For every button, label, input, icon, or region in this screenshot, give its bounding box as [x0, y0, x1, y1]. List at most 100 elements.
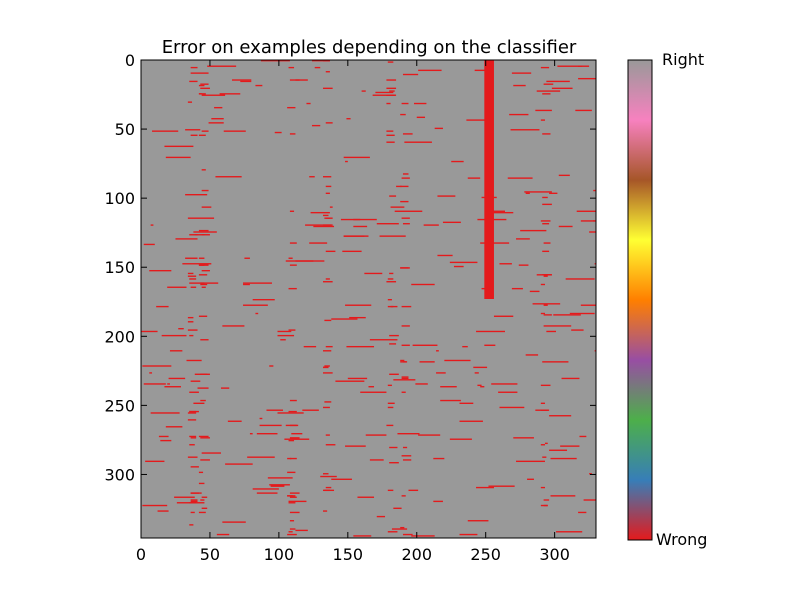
wrong-cell	[536, 90, 561, 92]
wrong-cell	[375, 91, 394, 94]
wrong-cell	[243, 304, 268, 306]
wrong-cell	[200, 399, 206, 402]
wrong-cell	[198, 482, 205, 485]
wrong-cell	[277, 412, 304, 414]
wrong-cell	[323, 214, 329, 217]
wrong-cell	[387, 531, 398, 533]
wrong-cell	[198, 435, 209, 438]
wrong-cell	[325, 345, 333, 348]
x-tick-label: 300	[539, 545, 570, 564]
wrong-cell	[190, 499, 198, 501]
wrong-cell	[480, 386, 485, 388]
wrong-cell	[389, 343, 397, 345]
wrong-cell	[524, 191, 552, 193]
wrong-cell	[244, 257, 250, 259]
wrong-cell	[437, 254, 453, 257]
wrong-cell	[558, 174, 570, 177]
wrong-cell	[390, 305, 398, 308]
wrong-cell	[255, 312, 259, 315]
wrong-cell	[167, 286, 187, 288]
wrong-cell	[287, 457, 292, 460]
wrong-cell	[476, 330, 505, 333]
x-tick-label: 50	[200, 545, 220, 564]
wrong-cell	[391, 528, 408, 530]
wrong-cell	[411, 535, 435, 537]
wrong-cell	[546, 330, 557, 333]
wrong-cell	[216, 533, 230, 536]
wrong-cell	[323, 224, 332, 226]
wrong-cell	[423, 224, 439, 226]
wrong-cell	[498, 391, 518, 393]
wrong-cell	[288, 287, 297, 290]
wrong-cell	[288, 329, 296, 331]
wrong-cell	[219, 93, 241, 95]
wrong-cell	[569, 312, 595, 315]
colorbar-label-right: Right	[662, 50, 704, 69]
wrong-cell	[444, 359, 471, 362]
wrong-cell	[466, 119, 490, 121]
wrong-cell	[208, 122, 224, 124]
wrong-cell	[277, 330, 292, 333]
wrong-cell	[389, 334, 399, 337]
wrong-cell	[349, 316, 366, 319]
wrong-cell	[323, 350, 332, 352]
y-tick-label: 100	[104, 189, 135, 208]
wrong-cell	[161, 334, 187, 337]
wrong-cell	[156, 305, 169, 308]
wrong-cell	[198, 134, 206, 136]
wrong-cell	[543, 275, 548, 277]
wrong-cell	[288, 502, 296, 504]
wrong-cell	[418, 434, 441, 436]
wrong-cell	[357, 496, 375, 498]
wrong-cell	[353, 225, 368, 228]
wrong-cell	[551, 87, 573, 90]
wrong-cell	[207, 65, 237, 67]
wrong-cell	[211, 118, 224, 120]
wrong-cell	[386, 130, 394, 132]
wrong-cell	[198, 229, 209, 232]
wrong-cell	[436, 350, 439, 352]
wrong-cell	[194, 373, 208, 375]
wrong-cell	[189, 282, 219, 284]
wrong-cell	[190, 466, 199, 468]
wrong-cell	[401, 305, 412, 308]
wrong-cell	[287, 471, 296, 474]
wrong-cell	[187, 316, 194, 319]
wrong-cell	[578, 77, 596, 80]
wrong-cell	[178, 328, 184, 330]
wrong-cell	[434, 127, 443, 130]
wrong-cell	[274, 131, 282, 134]
wrong-cell	[542, 93, 551, 95]
y-tick-label: 150	[104, 258, 135, 277]
wrong-cell	[214, 106, 223, 109]
wrong-cell	[201, 234, 210, 236]
wrong-cell	[222, 521, 246, 523]
wrong-cell	[542, 133, 551, 135]
wrong-cell	[323, 473, 329, 475]
wrong-cell	[325, 444, 336, 446]
wrong-cell	[311, 60, 330, 62]
wrong-cell	[544, 442, 548, 445]
wrong-cell	[419, 361, 435, 363]
wrong-cell	[189, 435, 197, 438]
wrong-cell	[143, 383, 166, 385]
wrong-cell	[540, 486, 545, 489]
wrong-cell	[256, 492, 278, 494]
wrong-cell	[593, 220, 596, 222]
wrong-cell	[387, 305, 394, 308]
wrong-cell	[168, 377, 186, 380]
wrong-cell	[557, 65, 583, 67]
wrong-cell	[187, 101, 193, 103]
wrong-cell	[408, 489, 419, 492]
wrong-cell	[513, 437, 534, 439]
colorbar-gradient	[627, 59, 653, 541]
wrong-cell	[288, 257, 293, 259]
wrong-cell	[393, 507, 402, 509]
wrong-cell	[323, 281, 333, 283]
wrong-cell	[477, 384, 482, 387]
wrong-cell	[542, 196, 548, 199]
wrong-cell	[477, 218, 507, 221]
wrong-cell	[289, 399, 297, 402]
wrong-cell	[345, 160, 348, 163]
wrong-cell	[400, 185, 409, 188]
